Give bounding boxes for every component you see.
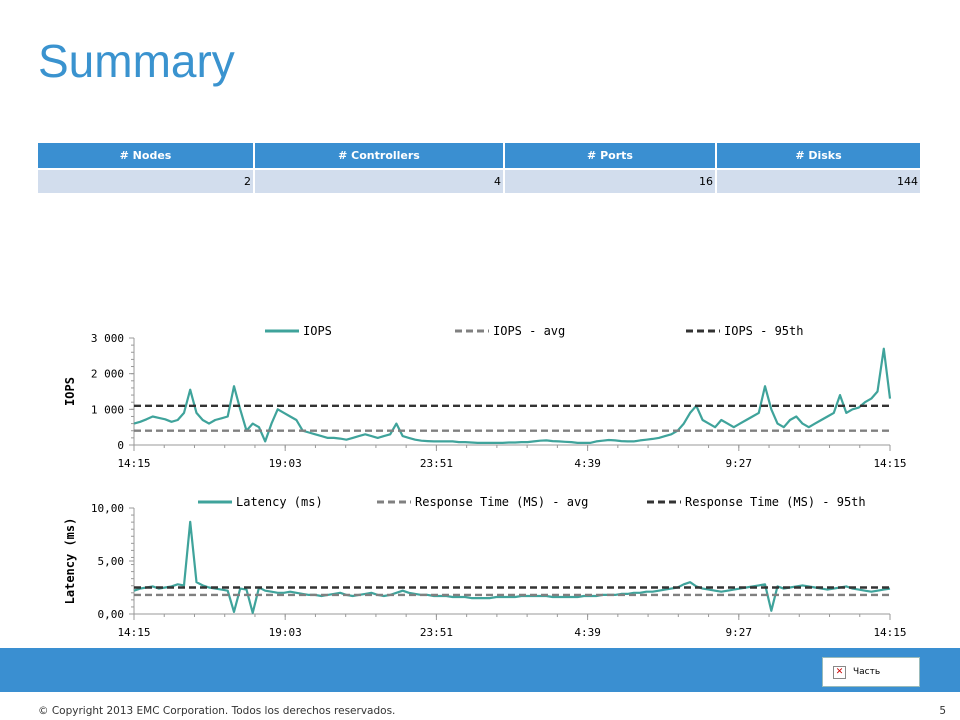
cell-nodes: 2 (38, 168, 255, 193)
legend-label: IOPS - 95th (724, 324, 803, 338)
copyright-text: © Copyright 2013 EMC Corporation. Todos … (38, 705, 396, 717)
legend-label: IOPS (303, 324, 332, 338)
x-tick-label: 19:03 (269, 626, 302, 639)
embedded-object[interactable]: ✕ Часть (822, 657, 920, 687)
y-tick-label: 5,00 (98, 555, 125, 568)
legend-label: IOPS - avg (493, 324, 565, 338)
legend-label: Response Time (MS) - 95th (685, 495, 866, 509)
legend-label: Latency (ms) (236, 495, 323, 509)
header-controllers: # Controllers (254, 143, 505, 169)
x-tick-label: 4:39 (574, 626, 601, 639)
y-tick-label: 1 000 (91, 403, 124, 416)
y-tick-label: 2 000 (91, 368, 124, 381)
footer-band (0, 648, 960, 692)
x-tick-label: 14:15 (873, 457, 906, 470)
header-disks: # Disks (716, 143, 920, 169)
series-line (133, 347, 892, 444)
x-tick-label: 14:15 (117, 457, 150, 470)
table-header-row: # Nodes # Controllers # Ports # Disks (38, 143, 920, 169)
broken-image-icon: ✕ (833, 666, 846, 679)
x-tick-label: 14:15 (117, 626, 150, 639)
cell-controllers: 4 (254, 168, 505, 193)
x-tick-label: 9:27 (726, 626, 753, 639)
header-ports: # Ports (504, 143, 717, 169)
page-title: Summary (38, 35, 235, 87)
x-tick-label: 9:27 (726, 457, 753, 470)
y-tick-label: 3 000 (91, 332, 124, 345)
summary-table: # Nodes # Controllers # Ports # Disks 2 … (38, 143, 920, 193)
x-tick-label: 19:03 (269, 457, 302, 470)
x-tick-label: 4:39 (574, 457, 601, 470)
legend-label: Response Time (MS) - avg (415, 495, 588, 509)
series-line (133, 520, 891, 614)
y-axis-label: IOPS (63, 377, 77, 406)
table-row: 2 4 16 144 (38, 168, 920, 193)
iops-chart: 0 1 000 2 000 3 000 14:15 19:03 23:51 4:39 9:27 1… (63, 324, 907, 470)
y-tick-label: 10,00 (91, 502, 124, 515)
y-axis-label: Latency (ms) (63, 518, 77, 605)
y-tick-label: 0,00 (98, 608, 125, 621)
cell-disks: 144 (716, 168, 920, 193)
page-number: 5 (939, 705, 946, 717)
header-nodes: # Nodes (38, 143, 255, 169)
latency-chart: 0,00 5,00 10,00 14:15 19:03 23:51 4:39 9:27 14:1… (63, 495, 907, 639)
cell-ports: 16 (504, 168, 717, 193)
x-tick-label: 23:51 (420, 457, 453, 470)
x-tick-label: 23:51 (420, 626, 453, 639)
x-tick-label: 14:15 (873, 626, 906, 639)
y-tick-label: 0 (117, 439, 124, 452)
embedded-object-label: Часть (853, 667, 881, 677)
